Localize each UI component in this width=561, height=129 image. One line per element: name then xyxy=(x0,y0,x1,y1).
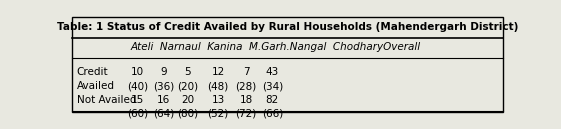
Text: (20): (20) xyxy=(177,81,198,91)
Text: (40): (40) xyxy=(127,81,148,91)
Text: (64): (64) xyxy=(153,109,174,119)
Text: (66): (66) xyxy=(261,109,283,119)
Text: Credit: Credit xyxy=(77,67,108,77)
Text: (36): (36) xyxy=(153,81,174,91)
Text: 13: 13 xyxy=(211,95,224,105)
Text: Not Availed: Not Availed xyxy=(77,95,136,105)
Text: 12: 12 xyxy=(211,67,224,77)
Text: 7: 7 xyxy=(243,67,250,77)
Text: 43: 43 xyxy=(266,67,279,77)
Text: 10: 10 xyxy=(131,67,144,77)
Text: (34): (34) xyxy=(261,81,283,91)
Text: 18: 18 xyxy=(240,95,253,105)
Text: 5: 5 xyxy=(184,67,191,77)
Text: (52): (52) xyxy=(208,109,228,119)
Text: 16: 16 xyxy=(157,95,170,105)
Text: (60): (60) xyxy=(127,109,148,119)
Text: (80): (80) xyxy=(177,109,198,119)
Text: (72): (72) xyxy=(236,109,257,119)
Text: 15: 15 xyxy=(131,95,144,105)
Text: 82: 82 xyxy=(266,95,279,105)
Text: Ateli  Narnaul  Kanina  M.Garh.Nangal  ChodharyOverall: Ateli Narnaul Kanina M.Garh.Nangal Chodh… xyxy=(131,42,421,52)
Text: Availed: Availed xyxy=(77,81,114,91)
Text: (28): (28) xyxy=(236,81,257,91)
Text: Table: 1 Status of Credit Availed by Rural Households (Mahendergarh District): Table: 1 Status of Credit Availed by Rur… xyxy=(57,22,518,32)
Text: 9: 9 xyxy=(160,67,167,77)
Text: (48): (48) xyxy=(208,81,228,91)
Text: 20: 20 xyxy=(181,95,194,105)
